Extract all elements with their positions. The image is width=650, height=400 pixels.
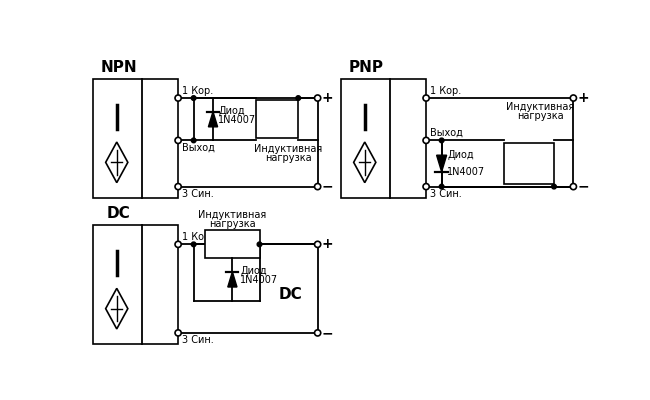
Polygon shape xyxy=(227,272,237,287)
Bar xyxy=(341,79,426,198)
Circle shape xyxy=(570,184,577,190)
Text: Диод: Диод xyxy=(240,266,266,276)
Circle shape xyxy=(315,330,320,336)
Circle shape xyxy=(439,184,444,189)
Circle shape xyxy=(175,330,181,336)
Text: 3 Син.: 3 Син. xyxy=(182,335,214,345)
Circle shape xyxy=(315,184,320,190)
Text: NPN: NPN xyxy=(100,60,136,75)
Circle shape xyxy=(191,242,196,247)
Text: Диод: Диод xyxy=(447,150,474,160)
Text: нагрузка: нагрузка xyxy=(265,154,312,164)
Text: +: + xyxy=(322,91,333,105)
Text: 1N4007: 1N4007 xyxy=(447,167,485,177)
Text: Индуктивная: Индуктивная xyxy=(198,210,266,220)
Bar xyxy=(255,100,298,138)
Circle shape xyxy=(191,138,196,143)
Bar xyxy=(504,143,554,184)
Circle shape xyxy=(423,95,429,101)
Text: −: − xyxy=(322,180,333,194)
Circle shape xyxy=(423,184,429,190)
Bar xyxy=(93,79,178,198)
Circle shape xyxy=(175,241,181,248)
Text: Индуктивная: Индуктивная xyxy=(254,144,322,154)
Circle shape xyxy=(552,184,556,189)
Circle shape xyxy=(570,95,577,101)
Text: 1 Кор.: 1 Кор. xyxy=(430,86,461,96)
Text: Индуктивная: Индуктивная xyxy=(506,102,575,112)
Text: −: − xyxy=(322,326,333,340)
Circle shape xyxy=(257,242,262,247)
Circle shape xyxy=(175,95,181,101)
Text: −: − xyxy=(577,180,589,194)
Circle shape xyxy=(439,138,444,143)
Bar xyxy=(205,230,259,258)
Text: Диод: Диод xyxy=(218,106,245,116)
Text: 3 Син.: 3 Син. xyxy=(182,189,214,199)
Text: Выход: Выход xyxy=(430,128,463,138)
Text: DC: DC xyxy=(279,287,302,302)
Text: 1N4007: 1N4007 xyxy=(218,115,257,125)
Text: +: + xyxy=(577,91,589,105)
Text: +: + xyxy=(322,237,333,251)
Text: 1 Кор.: 1 Кор. xyxy=(182,232,213,242)
Text: нагрузка: нагрузка xyxy=(209,219,255,229)
Circle shape xyxy=(175,184,181,190)
Polygon shape xyxy=(437,155,447,172)
Text: 1 Кор.: 1 Кор. xyxy=(182,86,213,96)
Circle shape xyxy=(315,95,320,101)
Circle shape xyxy=(296,96,300,100)
Text: нагрузка: нагрузка xyxy=(517,111,564,121)
Circle shape xyxy=(423,137,429,144)
Circle shape xyxy=(315,241,320,248)
Bar xyxy=(93,225,178,344)
Polygon shape xyxy=(209,112,218,127)
Circle shape xyxy=(191,96,196,100)
Text: PNP: PNP xyxy=(349,60,384,75)
Text: 1N4007: 1N4007 xyxy=(240,275,278,285)
Text: 3 Син.: 3 Син. xyxy=(430,189,461,199)
Text: DC: DC xyxy=(107,206,130,221)
Text: Выход: Выход xyxy=(182,143,215,153)
Circle shape xyxy=(175,137,181,144)
